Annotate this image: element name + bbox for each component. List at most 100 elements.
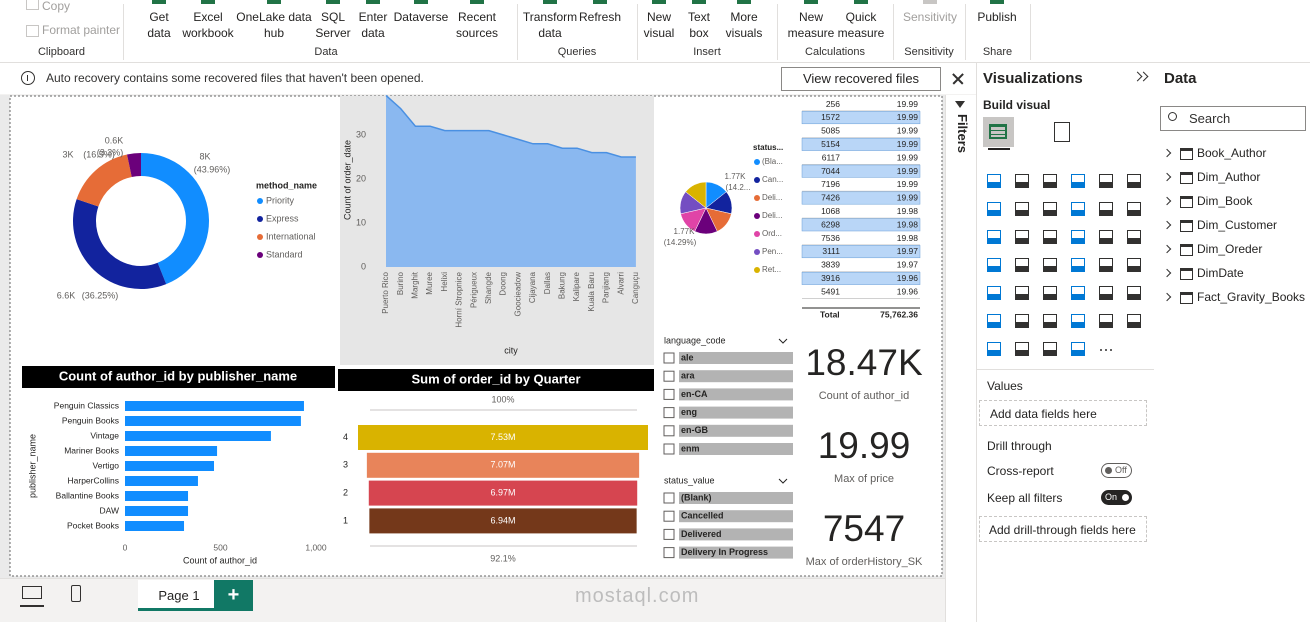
visual-type-icon[interactable] [1127,314,1141,328]
visual-type-icon[interactable] [987,174,1001,188]
visual-type-icon[interactable] [1071,174,1085,188]
data-label: 1.77K [674,227,696,236]
visual-type-icon[interactable] [1015,258,1029,272]
more-dot[interactable] [1100,349,1102,351]
recover-button[interactable]: View recovered files [781,67,941,91]
visual-type-icon[interactable] [1043,230,1057,244]
legend-label: Deli... [762,193,782,202]
visual-type-icon[interactable] [1015,230,1029,244]
ribbon-button[interactable]: Transform data [522,10,578,40]
visual-type-icon[interactable] [1099,258,1113,272]
slicer-item: Delivered [681,529,722,539]
slicer-item: en-CA [681,389,708,399]
visual-type-icon[interactable] [987,230,1001,244]
funnel-bar [358,425,648,450]
visual-type-icon[interactable] [1127,286,1141,300]
more-dot[interactable] [1110,349,1112,351]
data-label: (16.5%) [83,149,115,159]
page-tab[interactable]: Page 1 [138,580,220,611]
table-row-highlight [801,245,921,259]
visual-type-icon[interactable] [1043,342,1057,356]
ribbon-button[interactable]: Refresh [578,10,622,24]
visual-type-icon[interactable] [987,314,1001,328]
drop-box[interactable]: Add drill-through fields here [979,516,1147,542]
ribbon-button[interactable]: More visuals [725,10,763,40]
table-name[interactable]: Dim_Author [1197,170,1261,184]
visual-type-icon[interactable] [1043,286,1057,300]
visual-type-icon[interactable] [1099,314,1113,328]
table-name[interactable]: Fact_Gravity_Books [1197,290,1306,304]
visual-type-icon[interactable] [1099,286,1113,300]
table-name[interactable]: Dim_Oreder [1197,242,1263,256]
visual-type-icon[interactable] [1071,230,1085,244]
visual-type-icon[interactable] [1099,230,1113,244]
legend-label: International [266,231,316,241]
ribbon [0,0,1310,63]
visual-type-icon[interactable] [1099,174,1113,188]
ribbon-button[interactable]: Recent sources [455,10,499,40]
table-name[interactable]: Dim_Book [1197,194,1253,208]
table-name[interactable]: Dim_Customer [1197,218,1278,232]
format-icon[interactable] [1054,122,1070,142]
visual-type-icon[interactable] [987,286,1001,300]
visual-type-icon[interactable] [1071,258,1085,272]
ribbon-button[interactable]: Quick measure [837,10,885,40]
more-dot[interactable] [1105,349,1107,351]
visual-type-icon[interactable] [1015,202,1029,216]
visual-type-icon[interactable] [1127,174,1141,188]
slicer-item-bg [679,388,793,401]
visual-type-icon[interactable] [1015,314,1029,328]
ribbon-button[interactable]: Copy [42,0,71,13]
table-cell: 256 [826,99,840,109]
phone-icon[interactable] [71,585,81,602]
search-placeholder: Search [1189,111,1231,126]
ribbon-separator [893,4,894,60]
ribbon-button[interactable]: New measure [787,10,835,40]
visual-type-icon[interactable] [1071,314,1085,328]
visual-type-icon[interactable] [1127,230,1141,244]
ribbon-button[interactable]: Text box [687,10,710,40]
table-name[interactable]: Book_Author [1197,146,1267,160]
ribbon-button[interactable]: New visual [643,10,675,40]
visual-type-icon[interactable] [1071,342,1085,356]
visual-type-icon[interactable] [1127,258,1141,272]
ribbon-button[interactable]: Publish [977,10,1017,24]
ribbon-group-label: Calculations [805,46,865,58]
ribbon-button[interactable]: OneLake data hub [236,10,312,40]
visual-type-icon[interactable] [1043,202,1057,216]
desktop-underline [20,605,44,607]
visual-type-icon[interactable] [1015,174,1029,188]
toggle-on[interactable] [1101,490,1132,505]
visual-type-icon[interactable] [1099,202,1113,216]
ribbon-button[interactable]: Excel workbook [182,10,234,40]
bar [125,416,301,426]
table-name[interactable]: DimDate [1197,266,1244,280]
toggle-text: Off [1115,465,1127,475]
donut-slice [73,199,167,289]
visual-type-icon[interactable] [1127,202,1141,216]
ribbon-button[interactable]: Get data [147,10,171,40]
visual-type-icon[interactable] [1071,286,1085,300]
ribbon-button[interactable]: Sensitivity [902,10,958,24]
desktop-icon[interactable] [22,586,42,599]
search-box[interactable] [1160,106,1306,131]
filters-title[interactable]: Filters [955,114,970,154]
visual-type-icon[interactable] [1015,342,1029,356]
ribbon-button[interactable]: Enter data [358,10,388,40]
visual-type-icon[interactable] [1043,314,1057,328]
visual-type-icon[interactable] [1043,174,1057,188]
ribbon-button[interactable]: Format painter [42,23,121,37]
visual-type-icon[interactable] [1071,202,1085,216]
visual-type-icon[interactable] [987,258,1001,272]
visual-type-icon[interactable] [987,342,1001,356]
ribbon-button[interactable]: SQL Server [315,10,351,40]
visual-type-icon[interactable] [1043,258,1057,272]
visual-type-icon[interactable] [987,202,1001,216]
drop-box[interactable]: Add data fields here [979,400,1147,426]
table-cell: 6117 [822,152,841,162]
visual-type-icon[interactable] [1015,286,1029,300]
toggle-off[interactable] [1101,463,1132,478]
x-tick-label: Dallas [543,272,552,294]
add-page[interactable]: + [214,580,253,611]
ribbon-button[interactable]: Dataverse [393,10,449,24]
